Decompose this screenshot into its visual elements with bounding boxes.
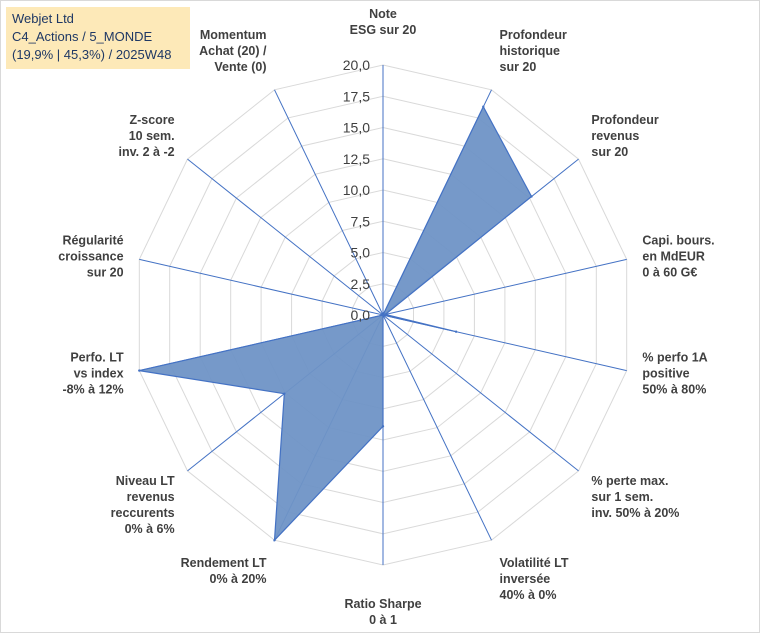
tick-label: 20,0 [343,57,370,73]
chart-title-box: Webjet Ltd C4_Actions / 5_MONDE (19,9% |… [6,7,190,69]
axis-label-line: croissance [58,249,123,263]
axis-label-line: Profondeur [500,28,567,42]
axis-label-line: revenus [591,129,639,143]
axis-label-line: Z-score [129,113,174,127]
chart-title-line-2: C4_Actions / 5_MONDE [12,29,153,44]
series-area [139,105,533,542]
axis-spoke [139,258,384,316]
axis-label-line: % perte max. [591,474,668,488]
tick-label: 2,5 [351,276,371,292]
axis-label-line: Perfo. LT [70,351,124,365]
axis-label-line: sur 20 [87,265,124,279]
data-point [384,313,387,316]
axis-label: Perfo. LT vs index -8% à 12% [62,351,124,397]
axis-spoke [382,314,492,541]
axis-label: Momentum Achat (20) / Vente (0) [199,28,267,74]
axis-label: Ratio Sharpe 0 à 1 [344,597,421,627]
axis-spoke [382,314,579,472]
axis-label: % perte max. sur 1 sem. inv. 50% à 20% [591,474,679,520]
axis-label-line: 0% à 6% [125,522,175,536]
axis-label-line: -8% à 12% [62,383,123,397]
axis-label-line: Volatilité LT [500,556,569,570]
axis-label-line: inv. 2 à -2 [119,145,175,159]
axis-label-line: Profondeur [591,113,658,127]
tick-label: 12,5 [343,151,370,167]
axis-label-line: historique [500,44,560,58]
axis-label-line: revenus [127,490,175,504]
axis-label-line: Achat (20) / [199,44,267,58]
axis-label-line: reccurents [111,506,175,520]
axis-label-line: positive [642,367,689,381]
axis-label-line: sur 20 [500,60,537,74]
radar-series [138,105,533,542]
tick-label: 7,5 [351,213,371,229]
data-point [381,425,385,428]
radar-axis-labels: Note ESG sur 20 Profondeur historique sur 20… [58,7,714,627]
axis-label: % perfo 1A positive 50% à 80% [642,351,707,397]
tick-label: 0,0 [351,307,371,323]
axis-label: Régularité croissance sur 20 [58,233,123,279]
chart-title-line-3: (19,9% | 45,3%) / 2025W48 [12,47,172,62]
axis-label: Profondeur revenus sur 20 [591,113,658,159]
axis-label-line: Momentum [200,28,267,42]
axis-label: Capi. bours. en MdEUR 0 à 60 G€ [642,233,714,279]
data-point [530,195,533,198]
axis-label-line: sur 20 [591,145,628,159]
axis-label-line: Rendement LT [181,556,267,570]
tick-label: 10,0 [343,182,370,198]
axis-label-line: 10 sem. [129,129,175,143]
tick-label: 17,5 [343,88,370,104]
data-point [273,539,276,542]
axis-label-line: sur 1 sem. [591,490,653,504]
data-point [482,105,485,108]
axis-label-line: Note [369,7,397,21]
axis-label: Rendement LT 0% à 20% [181,556,267,586]
axis-label-line: Régularité [62,233,123,247]
data-point [381,313,385,317]
data-point [454,330,458,333]
axis-label-line: Niveau LT [116,474,175,488]
axis-label-line: vs index [74,367,124,381]
tick-label: 5,0 [351,245,371,261]
radar-tick-labels: 0,0 2,5 5,0 7,5 10,0 12,5 15,0 17,5 20,0 [343,57,370,323]
data-point [283,392,286,395]
axis-label: Note ESG sur 20 [350,7,417,37]
axis-label: Volatilité LT inversée 40% à 0% [500,556,569,602]
axis-label: Z-score 10 sem. inv. 2 à -2 [119,113,175,159]
axis-label-line: en MdEUR [642,249,705,263]
axis-label-line: 0 à 60 G€ [642,265,697,279]
tick-label: 15,0 [343,120,370,136]
axis-label-line: Capi. bours. [642,233,714,247]
axis-label-line: 50% à 80% [642,383,706,397]
axis-label-line: Vente (0) [214,60,266,74]
axis-label-line: 0% à 20% [210,572,267,586]
axis-label: Niveau LT revenus reccurents 0% à 6% [111,474,175,536]
axis-spoke [187,158,384,316]
axis-label-line: 40% à 0% [500,588,557,602]
data-point [138,369,141,372]
axis-label-line: inversée [500,572,551,586]
axis-label-line: % perfo 1A [642,351,707,365]
axis-label-line: 0 à 1 [369,613,397,627]
chart-title-line-1: Webjet Ltd [12,11,74,26]
axis-label-line: inv. 50% à 20% [591,506,679,520]
axis-spoke [274,89,384,316]
axis-label-line: ESG sur 20 [350,23,417,37]
axis-spoke [382,258,627,316]
axis-label: Profondeur historique sur 20 [500,28,567,74]
axis-label-line: Ratio Sharpe [344,597,421,611]
